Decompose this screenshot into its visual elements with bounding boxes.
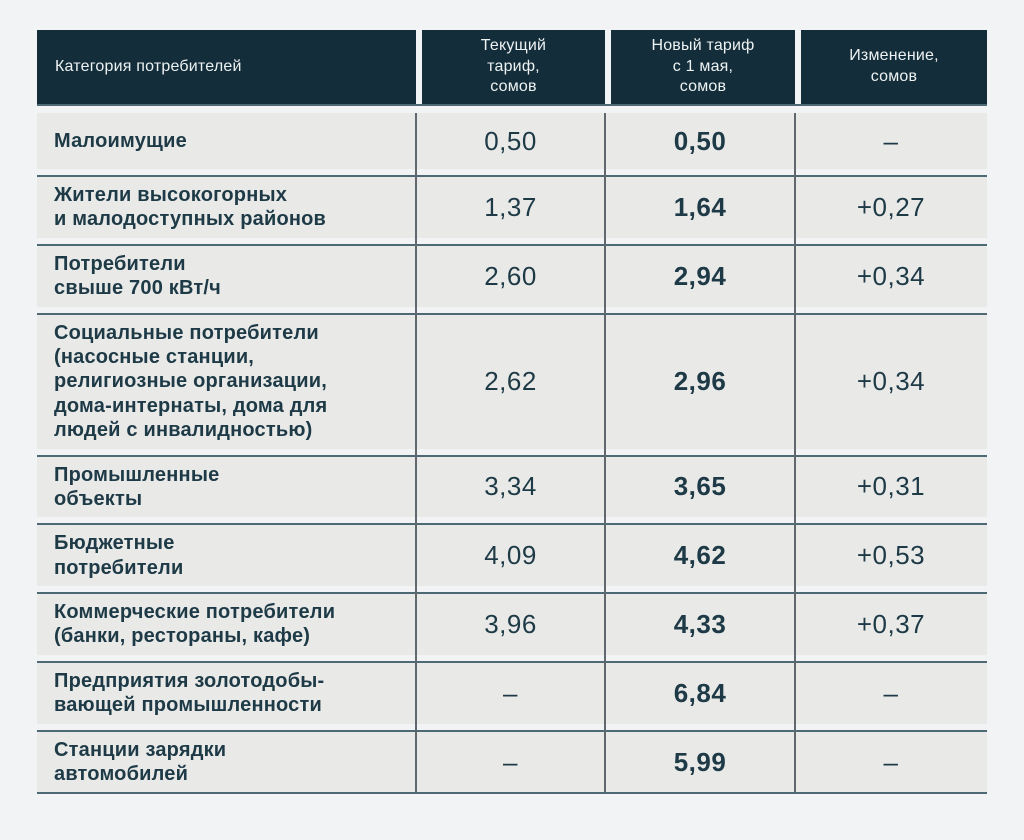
current-tariff-value: 2,60 — [484, 260, 537, 291]
category-note: (насосные станции, религиозные организац… — [54, 345, 328, 442]
current-tariff-value: 3,96 — [484, 608, 537, 639]
new-tariff-value: 1,64 — [673, 191, 727, 222]
table-row: Социальные потребители (насосные станции,… — [37, 312, 987, 449]
table-row: Бюджетные потребители 4,09 4,62 +0,53 — [37, 523, 987, 587]
table-row: Предприятия золотодобы- вающей промышлен… — [37, 660, 987, 724]
new-tariff-value: 4,33 — [673, 608, 727, 639]
column-divider-1 — [415, 113, 417, 793]
new-tariff-value: 5,99 — [673, 746, 727, 777]
category-cell: Промышленные объекты — [37, 457, 416, 518]
header-underline — [37, 104, 987, 106]
new-tariff-value: 6,84 — [673, 677, 727, 708]
new-tariff-value: 4,62 — [673, 540, 727, 571]
category-label: Социальные потребители — [54, 321, 319, 344]
new-tariff-value: 3,65 — [673, 471, 727, 502]
table-row: Станции зарядки автомобилей – 5,99 – — [37, 729, 987, 793]
change-value: – — [883, 125, 899, 156]
change-value: +0,34 — [856, 260, 926, 291]
table-row: Потребители свыше 700 кВт/ч 2,60 2,94 +0,34 — [37, 243, 987, 307]
current-tariff-value: 2,62 — [484, 366, 537, 397]
tariff-table: Категория потребителей Текущий тариф, со… — [37, 30, 987, 795]
category-cell: Бюджетные потребители — [37, 525, 416, 586]
current-tariff-value: 1,37 — [484, 191, 537, 222]
category-cell: Жители высокогорных и малодоступных райо… — [37, 177, 416, 238]
header-new-tariff: Новый тариф с 1 мая, сомов — [605, 30, 795, 104]
table-body: Малоимущие 0,50 0,50 – Жители высокогорных и… — [37, 113, 987, 793]
table-header-row: Категория потребителей Текущий тариф, со… — [37, 30, 987, 104]
category-cell: Станции зарядки автомобилей — [37, 732, 416, 793]
category-note: (банки, рестораны, кафе) — [54, 625, 311, 648]
category-label: Предприятия золотодобы- вающей промышлен… — [54, 669, 325, 717]
table-row: Промышленные объекты 3,34 3,65 +0,31 — [37, 454, 987, 518]
current-tariff-value: 4,09 — [484, 540, 537, 571]
category-cell: Потребители свыше 700 кВт/ч — [37, 246, 416, 307]
current-tariff-value: – — [503, 677, 518, 708]
category-label: Промышленные объекты — [54, 463, 220, 510]
table-row: Жители высокогорных и малодоступных райо… — [37, 175, 987, 238]
header-current-tariff: Текущий тариф, сомов — [416, 30, 605, 104]
category-label: Потребители свыше 700 кВт/ч — [54, 252, 221, 300]
table-row: Коммерческие потребители (банки, ресторан… — [37, 592, 987, 655]
category-label: Станции зарядки автомобилей — [54, 738, 227, 786]
category-label: Малоимущие — [54, 129, 187, 152]
category-label: Бюджетные потребители — [54, 532, 184, 579]
category-cell: Малоимущие — [37, 113, 416, 169]
category-cell: Предприятия золотодобы- вающей промышлен… — [37, 663, 416, 724]
table-bottom-border — [37, 792, 987, 795]
new-tariff-value: 2,96 — [673, 366, 727, 397]
current-tariff-value: 3,34 — [484, 471, 537, 502]
change-value: +0,27 — [856, 191, 926, 222]
new-tariff-value: 2,94 — [673, 260, 727, 291]
change-value: +0,53 — [856, 540, 926, 571]
column-divider-2 — [604, 113, 606, 793]
column-divider-3 — [794, 113, 796, 793]
category-cell: Социальные потребители (насосные станции,… — [37, 315, 416, 449]
header-change: Изменение, сомов — [795, 30, 987, 104]
change-value: +0,31 — [856, 471, 926, 502]
category-label: Коммерческие потребители — [54, 601, 336, 624]
current-tariff-value: 0,50 — [484, 125, 537, 156]
change-value: +0,37 — [856, 608, 926, 639]
current-tariff-value: – — [503, 746, 518, 777]
category-cell: Коммерческие потребители (банки, ресторан… — [37, 594, 416, 655]
change-value: +0,34 — [856, 366, 926, 397]
new-tariff-value: 0,50 — [673, 125, 727, 156]
change-value: – — [883, 677, 899, 708]
header-category: Категория потребителей — [37, 30, 416, 104]
change-value: – — [883, 746, 899, 777]
category-label: Жители высокогорных и малодоступных райо… — [54, 184, 327, 231]
table-row: Малоимущие 0,50 0,50 – — [37, 113, 987, 169]
